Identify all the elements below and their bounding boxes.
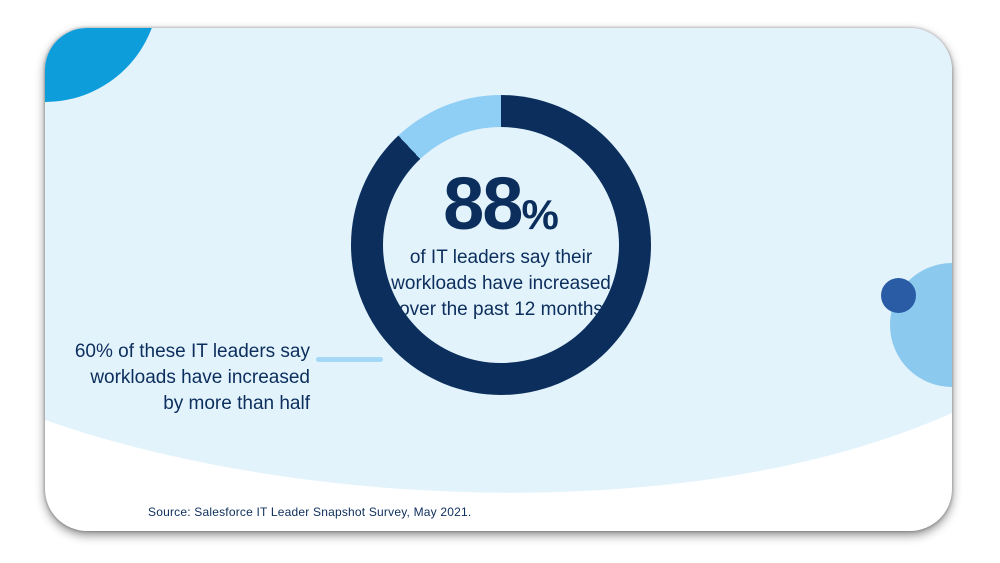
center-caption-line-2: workloads have increased (391, 273, 611, 294)
annotation-line-2: workloads have increased (90, 367, 310, 388)
decorative-right-circle-small (881, 278, 916, 313)
stat-number: 88 (443, 162, 523, 245)
annotation-line-1: 60% of these IT leaders say (74, 341, 310, 362)
annotation-text: 60% of these IT leaders say workloads ha… (45, 339, 310, 417)
annotation-pointer-line (316, 357, 383, 362)
annotation-line-3: by more than half (163, 393, 310, 414)
donut-center: 88% of IT leaders say their workloads ha… (383, 127, 619, 363)
source-citation: Source: Salesforce IT Leader Snapshot Su… (148, 505, 472, 519)
donut-chart: 88% of IT leaders say their workloads ha… (351, 95, 651, 395)
stat-percent-sign: % (521, 191, 559, 238)
center-stat: 88% (443, 167, 559, 241)
center-caption-line-3: over the past 12 months (399, 299, 603, 320)
center-caption-line-1: of IT leaders say their (409, 247, 593, 268)
center-caption: of IT leaders say their workloads have i… (391, 245, 611, 323)
infographic-card: 88% of IT leaders say their workloads ha… (45, 28, 952, 531)
